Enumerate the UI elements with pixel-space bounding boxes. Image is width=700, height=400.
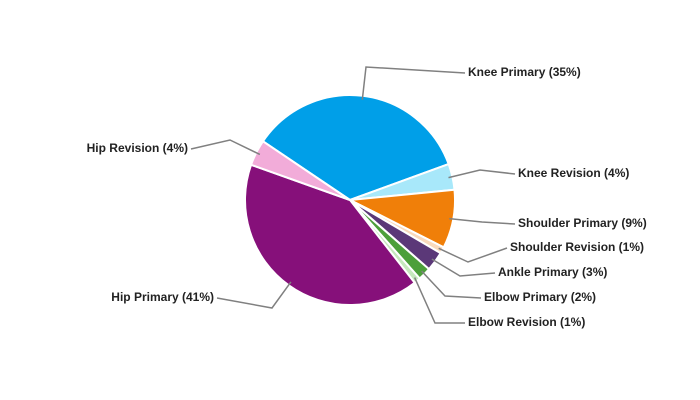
leader-line: [448, 169, 516, 179]
leader-line: [361, 66, 466, 100]
slice-label: Knee Primary (35%): [468, 65, 581, 79]
leader-line: [413, 277, 465, 324]
slice-label: Knee Revision (4%): [518, 166, 629, 180]
slice-label: Elbow Primary (2%): [484, 290, 596, 304]
leader-line: [438, 247, 508, 263]
leader-line: [421, 270, 482, 299]
slice-label: Hip Primary (41%): [111, 290, 214, 304]
slice-label: Shoulder Primary (9%): [518, 216, 647, 230]
slice-label: Shoulder Revision (1%): [510, 240, 644, 254]
slice-label: Hip Revision (4%): [87, 141, 188, 155]
leader-line: [216, 281, 292, 309]
leader-line: [190, 139, 261, 156]
leader-line: [431, 258, 496, 277]
slice-label: Elbow Revision (1%): [468, 315, 585, 329]
leader-line: [449, 217, 516, 225]
slice-label: Ankle Primary (3%): [498, 265, 607, 279]
